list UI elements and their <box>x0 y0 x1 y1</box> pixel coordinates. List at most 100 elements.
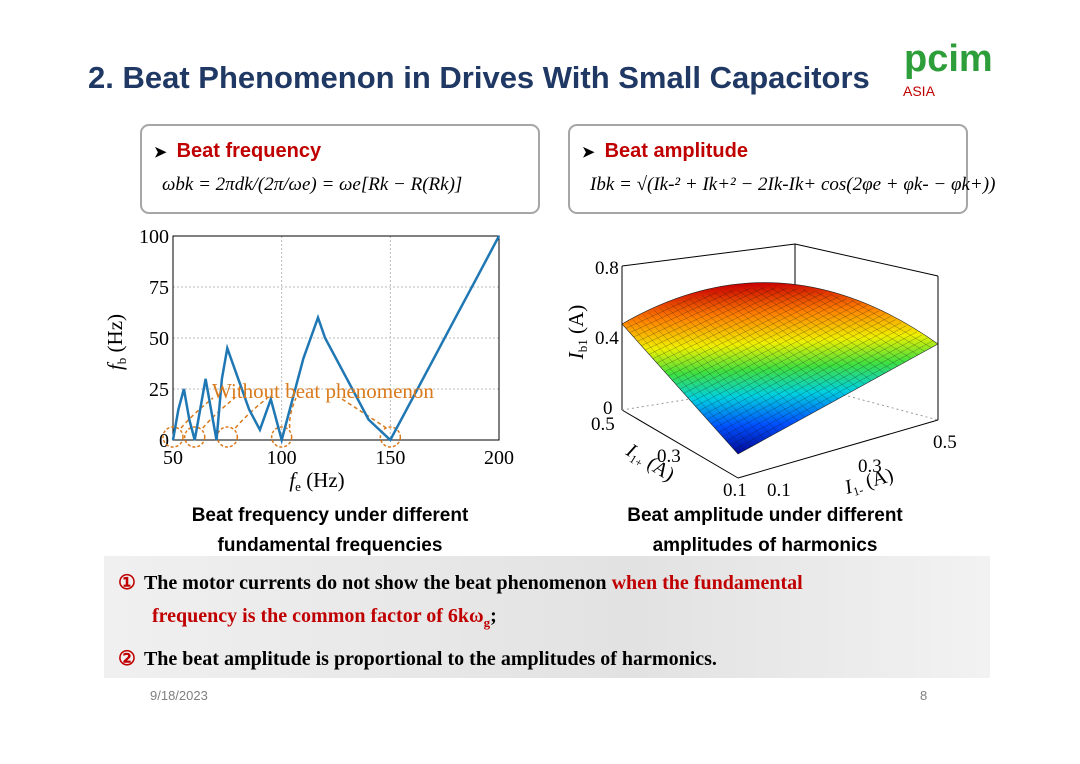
page-title: 2. Beat Phenomenon in Drives With Small … <box>88 60 870 95</box>
pcim-logo-region: ASIA <box>903 83 935 99</box>
mesh-line <box>683 300 865 394</box>
annotation-circle <box>270 426 293 448</box>
mesh-line <box>641 287 807 346</box>
x-tick-label: 0.5 <box>933 432 957 453</box>
beat-amplitude-box: ➤ Beat amplitude Ibk = √(Ik-² + Ik+² − 2I… <box>568 124 995 214</box>
mesh-line <box>669 302 799 422</box>
mesh-line <box>769 287 925 352</box>
mesh-line <box>637 287 802 342</box>
mesh-line <box>700 287 839 400</box>
annotation-arrow <box>339 397 387 429</box>
note-2-text: The beat amplitude is proportional to th… <box>143 648 717 670</box>
surface-plot <box>621 282 939 455</box>
mesh-line <box>648 311 772 436</box>
mesh-line <box>672 291 849 381</box>
mesh-line <box>663 304 792 425</box>
mesh-line <box>722 331 918 437</box>
mesh-line <box>718 328 912 433</box>
annotation-arrow <box>234 397 268 429</box>
mesh-line <box>653 309 779 433</box>
surface-mesh <box>625 287 933 451</box>
note-1-text: The motor currents do not show the beat … <box>143 572 612 594</box>
y-tick-label: 0.1 <box>723 480 747 501</box>
mesh-line <box>637 316 759 444</box>
annotation-arrow <box>288 397 297 429</box>
z-tick-label: 0 <box>603 398 613 419</box>
footer-page-number: 8 <box>920 688 928 703</box>
beat-amplitude-heading: ➤ Beat amplitude <box>582 140 748 163</box>
x-tick-label: 150 <box>375 447 405 469</box>
annotation-circle <box>379 426 402 448</box>
note-1-subscript: g <box>483 615 491 630</box>
y-axis-label: fb (Hz) <box>103 314 129 370</box>
z-tick-label: 0.8 <box>595 258 619 279</box>
mesh-line <box>706 319 896 420</box>
x-tick-label: 0.3 <box>858 456 882 477</box>
mesh-line <box>679 297 812 414</box>
mesh-line <box>703 316 891 416</box>
mesh-line <box>695 310 881 407</box>
y-axis-ticks: 0.5 0.3 0.1 <box>591 414 747 501</box>
annotation-circle <box>216 426 239 448</box>
note-2: ② The beat amplitude is proportional to t… <box>118 646 717 671</box>
x-tick-label: 200 <box>484 447 514 469</box>
caption-beat-amplitude: Beat amplitude under different amplitude… <box>585 501 945 561</box>
y-tick-label: 0.5 <box>591 414 615 435</box>
x-axis-label: fe (Hz) <box>289 468 344 494</box>
x-axis-label: I1- (A) <box>841 464 896 501</box>
mesh-line <box>734 340 933 450</box>
mesh-line <box>753 287 905 363</box>
caption-line: amplitudes of harmonics <box>652 535 878 556</box>
mesh-line <box>687 303 870 398</box>
beat-amplitude-heading-text: Beat amplitude <box>604 140 748 162</box>
caption-line: Beat amplitude under different <box>627 505 903 526</box>
annotation-circle <box>162 426 184 448</box>
caption-line: Beat frequency under different <box>191 505 469 526</box>
mesh-line <box>648 287 817 355</box>
beat-amplitude-surface-chart: 0.8 0.4 0 Ib1 (A) 0.5 0.3 0.1 0.1 0.3 0.… <box>564 243 957 501</box>
mesh-line <box>730 337 928 446</box>
number-1-icon: ① <box>118 572 136 594</box>
beat-amplitude-formula: Ibk = √(Ik-² + Ik+² − 2Ik-Ik+ cos(2φe + … <box>590 174 996 195</box>
mesh-line <box>711 287 852 392</box>
y-tick-label: 25 <box>149 379 169 401</box>
mesh-line <box>737 287 885 374</box>
mesh-line <box>710 322 902 424</box>
arrow-bullet-icon: ➤ <box>154 144 167 161</box>
mesh-line <box>727 287 872 381</box>
without-beat-annotation: Without beat phenomenon <box>212 379 434 403</box>
note-1-highlight: when the fundamental <box>611 572 803 594</box>
x-tick-label: 0.1 <box>767 480 791 501</box>
mesh-line <box>660 287 833 368</box>
beat-frequency-heading: ➤ Beat frequency <box>154 140 321 163</box>
z-axis-ticks: 0.8 0.4 0 <box>595 258 619 419</box>
mesh-line <box>674 299 805 418</box>
annotation-circle <box>183 426 206 448</box>
mesh-line <box>716 287 859 389</box>
mesh-line <box>629 287 791 333</box>
mesh-line <box>732 287 879 378</box>
note-1-line-2: frequency is the common factor of 6kωg; <box>152 605 497 631</box>
footer-date: 9/18/2023 <box>150 688 208 703</box>
annotation-arrow <box>202 397 236 429</box>
conclusions-panel: ① The motor currents do not show the beat… <box>104 556 990 678</box>
y-tick-label: 50 <box>149 328 169 350</box>
pcim-logo: pcim <box>904 38 993 80</box>
y-tick-label: 100 <box>139 226 169 248</box>
mesh-line <box>679 297 860 390</box>
beat-frequency-box: ➤ Beat frequency ωbk = 2πdk/(2π/ωe) = ωe[… <box>140 124 540 214</box>
series-line-beat-frequency <box>171 235 501 445</box>
note-1-end: ; <box>490 605 497 627</box>
mesh-line <box>748 287 899 367</box>
mesh-line <box>726 334 923 442</box>
annotation-arrow <box>180 397 214 429</box>
mesh-line <box>690 292 825 407</box>
mesh-line <box>714 325 907 429</box>
z-axis-label: Ib1 (A) <box>564 305 590 360</box>
mesh-line <box>642 314 765 440</box>
chart-grid <box>173 236 499 440</box>
number-2-icon: ② <box>118 648 136 670</box>
mesh-line <box>676 294 854 385</box>
caption-beat-frequency: Beat frequency under different fundament… <box>150 501 510 561</box>
